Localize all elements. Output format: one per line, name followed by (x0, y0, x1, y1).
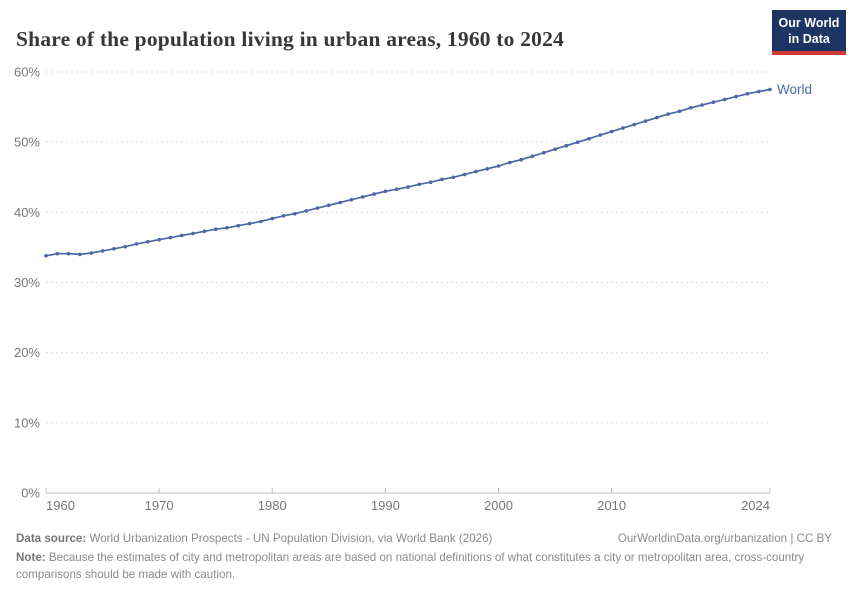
data-point[interactable] (168, 235, 173, 240)
series-end-label[interactable]: World (777, 82, 812, 97)
x-tick-label: 1970 (145, 498, 174, 513)
data-point[interactable] (180, 233, 184, 238)
data-point[interactable] (191, 231, 195, 236)
x-tick-label: 2010 (597, 498, 626, 513)
data-point[interactable] (406, 185, 410, 189)
owid-logo[interactable]: Our World in Data (772, 10, 846, 55)
data-point[interactable] (575, 140, 580, 144)
data-point[interactable] (428, 180, 433, 184)
data-point[interactable] (485, 167, 490, 171)
data-point[interactable] (146, 240, 150, 244)
data-point[interactable] (100, 249, 105, 253)
data-point[interactable] (236, 223, 241, 228)
data-point[interactable] (213, 227, 218, 231)
data-point[interactable] (655, 115, 659, 120)
data-point[interactable] (734, 94, 738, 99)
data-point[interactable] (598, 133, 603, 137)
data-point[interactable] (281, 214, 286, 218)
data-source: Data source: World Urbanization Prospect… (16, 531, 492, 547)
data-point[interactable] (361, 195, 365, 199)
data-point[interactable] (508, 160, 512, 165)
data-point[interactable] (440, 177, 444, 182)
data-point[interactable] (451, 175, 456, 180)
page-title: Share of the population living in urban … (16, 27, 564, 52)
data-point[interactable] (496, 164, 501, 168)
data-point[interactable] (202, 229, 207, 234)
data-point[interactable] (587, 136, 591, 141)
y-tick-label: 10% (14, 415, 40, 430)
data-point[interactable] (123, 244, 127, 249)
data-point[interactable] (78, 252, 82, 257)
data-point[interactable] (768, 87, 772, 92)
data-point[interactable] (293, 211, 297, 216)
data-point[interactable] (134, 242, 139, 246)
owid-logo-line2: in Data (788, 32, 830, 46)
data-point[interactable] (112, 247, 116, 251)
data-point[interactable] (383, 189, 388, 194)
data-point[interactable] (66, 251, 71, 256)
data-point[interactable] (632, 122, 637, 127)
y-tick-label: 40% (14, 205, 40, 220)
series-line[interactable] (45, 88, 771, 257)
y-tick-label: 20% (14, 345, 40, 360)
chart-footer: Data source: World Urbanization Prospect… (16, 531, 832, 583)
data-point[interactable] (542, 150, 546, 155)
data-point[interactable] (315, 206, 320, 210)
data-point[interactable] (247, 221, 252, 226)
owid-logo-line1: Our World (778, 16, 840, 30)
data-point[interactable] (756, 89, 761, 94)
note-text: Because the estimates of city and metrop… (16, 551, 805, 581)
x-tick-label: 1960 (46, 498, 75, 513)
data-point[interactable] (530, 154, 535, 158)
data-source-label: Data source: (16, 532, 87, 545)
data-point[interactable] (666, 112, 670, 116)
data-point[interactable] (689, 106, 693, 110)
data-point[interactable] (55, 251, 60, 256)
license-link[interactable]: OurWorldinData.org/urbanization | CC BY (617, 532, 832, 545)
data-point[interactable] (564, 143, 569, 148)
note-label: Note: (16, 551, 46, 565)
data-point[interactable] (327, 203, 331, 208)
x-tick-label: 1980 (258, 498, 287, 513)
data-point[interactable] (225, 226, 229, 230)
data-point[interactable] (338, 200, 342, 205)
data-point[interactable] (44, 254, 48, 258)
y-tick-label: 50% (14, 135, 40, 150)
data-point[interactable] (519, 157, 523, 162)
data-point[interactable] (372, 192, 376, 196)
data-point[interactable] (157, 237, 161, 242)
y-tick-label: 0% (21, 486, 40, 501)
data-point[interactable] (643, 119, 648, 123)
data-point[interactable] (462, 172, 467, 177)
chart-note: Note: Because the estimates of city and … (16, 550, 832, 583)
data-point[interactable] (259, 219, 263, 224)
data-source-text: World Urbanization Prospects - UN Popula… (86, 532, 493, 545)
y-tick-label: 30% (14, 275, 40, 290)
data-point[interactable] (723, 97, 727, 102)
data-point[interactable] (270, 216, 275, 221)
x-tick-label: 1990 (371, 498, 400, 513)
x-tick-label: 2000 (484, 498, 513, 513)
x-tick-label: 2024 (741, 498, 770, 513)
data-point[interactable] (394, 187, 399, 191)
data-point[interactable] (417, 182, 422, 187)
data-point[interactable] (711, 100, 716, 104)
data-point[interactable] (553, 147, 557, 151)
y-tick-label: 60% (14, 65, 40, 80)
data-point[interactable] (304, 209, 309, 213)
data-point[interactable] (677, 109, 682, 114)
data-point[interactable] (609, 129, 614, 134)
data-point[interactable] (621, 126, 625, 130)
data-point[interactable] (474, 169, 478, 174)
data-point[interactable] (745, 92, 750, 96)
data-point[interactable] (700, 103, 704, 107)
data-point[interactable] (349, 197, 354, 202)
data-point[interactable] (89, 251, 94, 255)
chart-svg[interactable]: 0% 10% 20% 30% 40% 50% 60% 1960 1970 1980 1990 2000… (0, 0, 850, 528)
